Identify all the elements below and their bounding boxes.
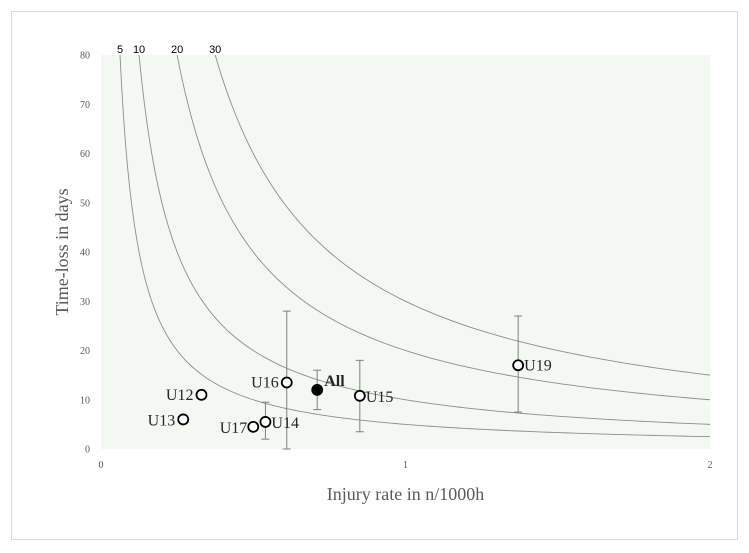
- y-tick-label: 50: [80, 198, 90, 209]
- point-marker: [311, 383, 324, 396]
- x-tick-label: 0: [99, 460, 104, 471]
- y-tick-label: 10: [80, 395, 90, 406]
- y-tick-label: 20: [80, 346, 90, 357]
- data-points: U12 U13 U14 U15 U16 U17 U19 All: [148, 357, 552, 437]
- x-tick-label: 2: [708, 460, 713, 471]
- point-label: U17: [220, 420, 248, 437]
- point-marker: [512, 359, 525, 372]
- point-label: U13: [148, 412, 176, 429]
- iso-curves: 5 10 20 30: [117, 44, 711, 438]
- point-marker: [280, 376, 293, 389]
- point-marker: [259, 416, 272, 428]
- iso-curve-label: 5: [117, 44, 123, 56]
- point-label: U16: [251, 375, 279, 392]
- y-tick-label: 40: [80, 248, 90, 259]
- point-label: U14: [271, 415, 299, 432]
- x-tick-label: 1: [403, 460, 408, 471]
- point-marker: [195, 388, 208, 401]
- iso-curve: [138, 54, 711, 425]
- y-axis-title: Time-loss in days: [52, 188, 72, 315]
- iso-curve-label: 30: [209, 44, 221, 56]
- x-axis-title: Injury rate in n/1000h: [327, 484, 484, 504]
- iso-curve: [176, 54, 711, 401]
- point-label: U15: [366, 389, 394, 406]
- y-tick-label: 0: [85, 445, 90, 456]
- point-marker: [247, 420, 260, 433]
- point-label: All: [324, 373, 345, 390]
- y-tick-label: 30: [80, 297, 90, 308]
- iso-curve-label: 20: [171, 44, 183, 56]
- point-marker: [353, 389, 366, 402]
- plot-area: [101, 55, 710, 449]
- point-marker: [177, 413, 190, 426]
- point-label: U12: [166, 387, 194, 404]
- iso-curve: [119, 54, 711, 438]
- point-label: U19: [524, 357, 552, 374]
- y-tick-label: 70: [80, 100, 90, 111]
- iso-curve-label: 10: [133, 44, 145, 56]
- iso-curve: [214, 54, 711, 376]
- y-tick-label: 60: [80, 149, 90, 160]
- y-tick-label: 80: [80, 51, 90, 62]
